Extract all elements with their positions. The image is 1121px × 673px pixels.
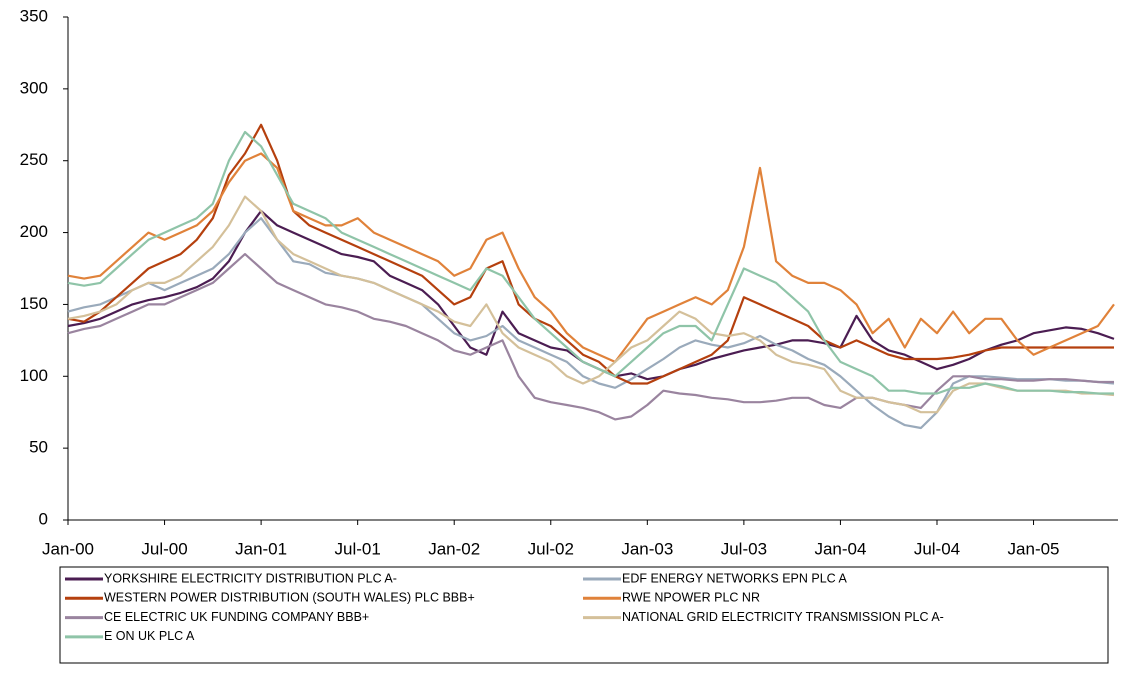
x-tick-label: Jan-01 — [235, 539, 287, 558]
series-line — [67, 195, 1115, 414]
x-tick-label: Jan-05 — [1008, 539, 1060, 558]
x-tick-label: Jan-00 — [42, 539, 94, 558]
x-tick-label: Jul-04 — [914, 539, 960, 558]
series-line — [67, 217, 1115, 430]
y-tick-label: 300 — [20, 78, 48, 97]
legend-label: RWE NPOWER PLC NR — [622, 591, 760, 605]
y-tick-label: 350 — [20, 6, 48, 25]
y-tick-label: 200 — [20, 222, 48, 241]
series-line — [67, 123, 1114, 385]
y-tick-label: 100 — [20, 366, 48, 385]
legend-label: YORKSHIRE ELECTRICITY DISTRIBUTION PLC A… — [104, 571, 397, 585]
series-line — [67, 209, 1115, 381]
x-tick-label: Jan-03 — [621, 539, 673, 558]
legend-label: CE ELECTRIC UK FUNDING COMPANY BBB+ — [104, 610, 369, 624]
x-tick-label: Jul-00 — [141, 539, 187, 558]
y-tick-label: 50 — [29, 438, 48, 457]
y-tick-label: 150 — [20, 294, 48, 313]
legend-label: E ON UK PLC A — [104, 629, 195, 643]
series-line — [67, 253, 1114, 421]
series-line — [67, 130, 1114, 395]
y-tick-label: 0 — [39, 509, 48, 528]
series-line — [67, 152, 1115, 363]
legend-label: NATIONAL GRID ELECTRICITY TRANSMISSION P… — [622, 610, 944, 624]
x-tick-label: Jul-02 — [528, 539, 574, 558]
legend-label: EDF ENERGY NETWORKS EPN PLC A — [622, 571, 847, 585]
x-tick-label: Jan-02 — [428, 539, 480, 558]
legend-box — [59, 566, 1109, 664]
x-tick-label: Jul-03 — [721, 539, 767, 558]
legend-label: WESTERN POWER DISTRIBUTION (SOUTH WALES)… — [104, 591, 475, 605]
x-tick-label: Jan-04 — [814, 539, 866, 558]
y-tick-label: 250 — [20, 150, 48, 169]
x-tick-label: Jul-01 — [335, 539, 381, 558]
